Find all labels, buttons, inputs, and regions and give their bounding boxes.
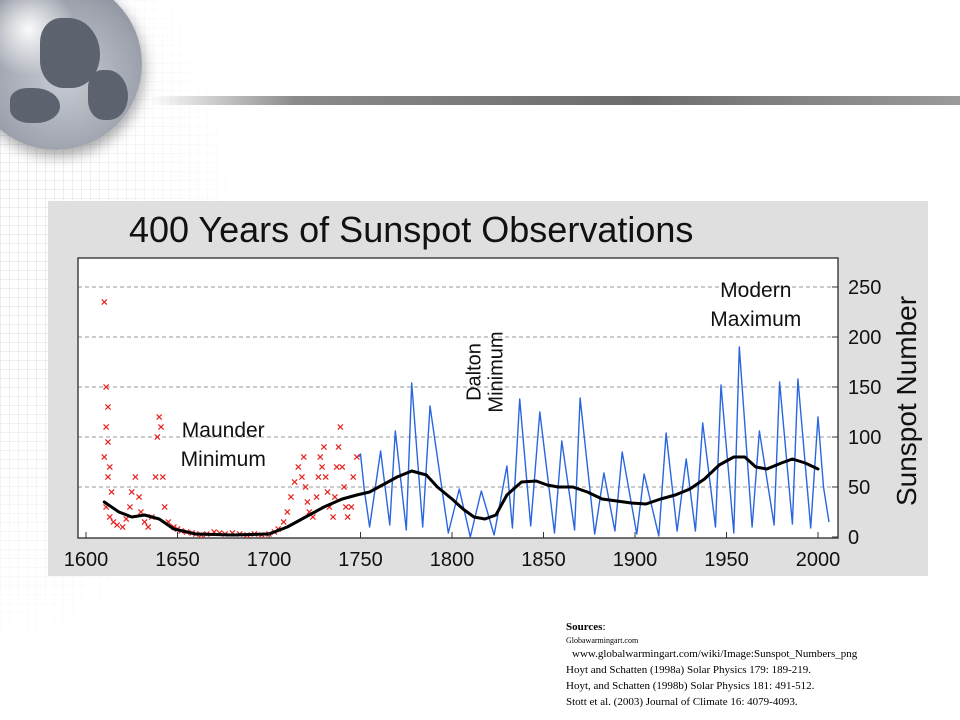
scatter-point-x xyxy=(304,498,311,506)
x-tick-label: 1700 xyxy=(247,549,292,571)
scatter-point-x xyxy=(315,473,322,481)
source-line: Stott et al. (2003) Journal of Climate 1… xyxy=(566,696,798,708)
scatter-point-x xyxy=(114,521,121,529)
scatter-point-x xyxy=(337,423,344,431)
x-tick-label: 1850 xyxy=(521,549,566,571)
x-tick-label: 1600 xyxy=(64,549,109,571)
scatter-point-x xyxy=(335,443,342,451)
sources-heading-label: Sources xyxy=(566,621,603,633)
sunspot-line-blue xyxy=(358,346,830,538)
scatter-point-x xyxy=(313,493,320,501)
annotation-line: Minimum xyxy=(485,331,507,412)
scatter-point-x xyxy=(300,453,307,461)
scatter-point-x xyxy=(101,453,108,461)
scatter-point-x xyxy=(339,463,346,471)
x-tick-label: 1800 xyxy=(430,549,475,571)
scatter-point-x xyxy=(280,518,287,526)
y-tick-label: 150 xyxy=(848,377,881,399)
scatter-point-x xyxy=(119,523,126,531)
header-divider-bar xyxy=(150,96,960,105)
scatter-point-x xyxy=(353,453,360,461)
scatter-point-x xyxy=(287,493,294,501)
scatter-point-x xyxy=(317,453,324,461)
scatter-point-x xyxy=(108,488,115,496)
scatter-point-x xyxy=(104,403,111,411)
scatter-point-x xyxy=(128,488,135,496)
scatter-point-x xyxy=(158,423,165,431)
scatter-point-x xyxy=(104,473,111,481)
plot-frame xyxy=(77,257,839,539)
scatter-point-x xyxy=(145,523,152,531)
scatter-point-x xyxy=(159,473,166,481)
globe-logo xyxy=(0,0,142,150)
scatter-point-x xyxy=(320,443,327,451)
annotation-line: Maximum xyxy=(710,308,801,331)
y-tick-label: 50 xyxy=(848,477,870,499)
scatter-point-x xyxy=(324,488,331,496)
scatter-point-x xyxy=(302,483,309,491)
scatter-point-x xyxy=(298,473,305,481)
scatter-point-x xyxy=(101,298,108,306)
scatter-point-x xyxy=(137,508,144,516)
sunspot-chart: 400 Years of Sunspot Observations 1600 16… xyxy=(64,209,922,571)
scatter-point-x xyxy=(348,503,355,511)
scatter-point-x xyxy=(141,518,148,526)
scatter-point-x xyxy=(154,433,161,441)
x-tick-label: 1950 xyxy=(704,549,749,571)
scatter-point-x xyxy=(350,473,357,481)
scatter-point-x xyxy=(295,463,302,471)
annotation-line: Minimum xyxy=(181,448,266,471)
scatter-point-x xyxy=(106,463,113,471)
annotation-line: Maunder xyxy=(182,419,265,442)
plot-area: 1600 1650 1700 1750 1800 1850 1900 1950 2000 0 50 1… xyxy=(64,257,922,571)
source-line: Hoyt, and Schatten (1998b) Solar Physics… xyxy=(566,680,815,692)
source-line: www.globalwarmingart.com/wiki/Image:Suns… xyxy=(572,648,858,660)
y-tick-label: 250 xyxy=(848,277,881,299)
scatter-point-x xyxy=(161,503,168,511)
scatter-point-x xyxy=(284,508,291,516)
scatter-point-x xyxy=(106,513,113,521)
scatter-point-x xyxy=(103,423,110,431)
y-tick-label: 0 xyxy=(848,527,859,549)
chart-title: 400 Years of Sunspot Observations xyxy=(129,209,693,250)
x-tick-label: 1750 xyxy=(338,549,383,571)
sources-heading-colon: : xyxy=(602,621,606,633)
x-tick-label: 2000 xyxy=(796,549,841,571)
source-line: Globawarmingart.com xyxy=(566,636,639,645)
scatter-point-x xyxy=(156,413,163,421)
scatter-point-x xyxy=(341,483,348,491)
sources-block: Sources: Globawarmingart.com www.globalw… xyxy=(566,619,946,710)
chart-panel: 400 Years of Sunspot Observations 1600 16… xyxy=(48,201,928,576)
scatter-point-x xyxy=(123,515,130,523)
scatter-point-x xyxy=(342,503,349,511)
scatter-point-x xyxy=(322,473,329,481)
scatter-point-x xyxy=(103,383,110,391)
scatter-point-x xyxy=(333,463,340,471)
scatter-point-x xyxy=(331,493,338,501)
scatter-point-x xyxy=(132,473,139,481)
scatter-point-x xyxy=(291,478,298,486)
scatter-point-x xyxy=(344,513,351,521)
scatter-point-x xyxy=(330,513,337,521)
annotation-dalton-minimum: Dalton Minimum xyxy=(463,331,507,412)
scatter-point-x xyxy=(104,438,111,446)
y-tick-label: 200 xyxy=(848,327,881,349)
annotation-line: Dalton xyxy=(463,343,485,401)
scatter-point-x xyxy=(319,463,326,471)
y-axis-label: Sunspot Number xyxy=(891,296,922,506)
sources-heading: Sources: xyxy=(566,619,946,635)
scatter-point-x xyxy=(152,473,159,481)
x-tick-label: 1900 xyxy=(613,549,658,571)
x-tick-label: 1650 xyxy=(155,549,200,571)
scatter-point-x xyxy=(136,493,143,501)
annotation-line: Modern xyxy=(720,279,791,302)
scatter-point-x xyxy=(126,503,133,511)
source-line: Hoyt and Schatten (1998a) Solar Physics … xyxy=(566,664,812,676)
y-tick-label: 100 xyxy=(848,427,881,449)
